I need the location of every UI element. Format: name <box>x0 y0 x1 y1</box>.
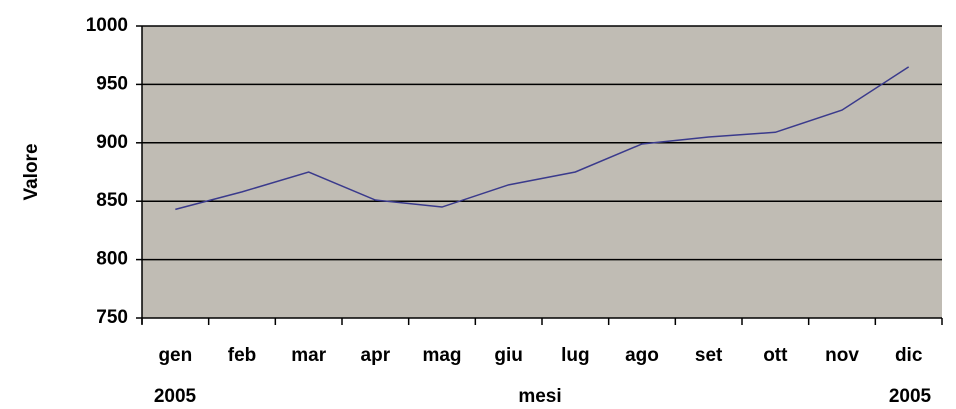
x-tick-label: set <box>695 345 723 366</box>
x-tick-label: lug <box>561 345 590 366</box>
x-tick-label: feb <box>228 345 257 366</box>
data-line <box>175 66 910 211</box>
x-tick-label: gen <box>158 345 192 366</box>
x-tick-label: nov <box>825 345 859 366</box>
y-tick-label: 800 <box>96 249 128 270</box>
x-tick-label: dic <box>895 345 923 366</box>
y-tick-label: 850 <box>96 190 128 211</box>
x-tick-label: ott <box>763 345 788 366</box>
annotation: 2005 <box>154 386 197 407</box>
y-tick-label: 950 <box>96 73 128 94</box>
x-tick-label: mar <box>291 345 326 366</box>
y-tick-label: 1000 <box>86 15 128 36</box>
annotation: 2005 <box>889 386 932 407</box>
x-tick-label: ago <box>625 345 659 366</box>
x-axis-label: mesi <box>518 386 561 407</box>
x-tick-label: mag <box>422 345 461 366</box>
y-axis-label: Valore <box>21 143 42 200</box>
x-tick-label: giu <box>494 345 523 366</box>
plot-area <box>142 26 942 318</box>
x-tick-label: apr <box>361 345 391 366</box>
y-tick-label: 900 <box>96 132 128 153</box>
y-tick-label: 750 <box>96 307 128 328</box>
